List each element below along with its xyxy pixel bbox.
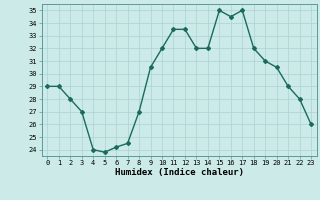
X-axis label: Humidex (Indice chaleur): Humidex (Indice chaleur) xyxy=(115,168,244,177)
